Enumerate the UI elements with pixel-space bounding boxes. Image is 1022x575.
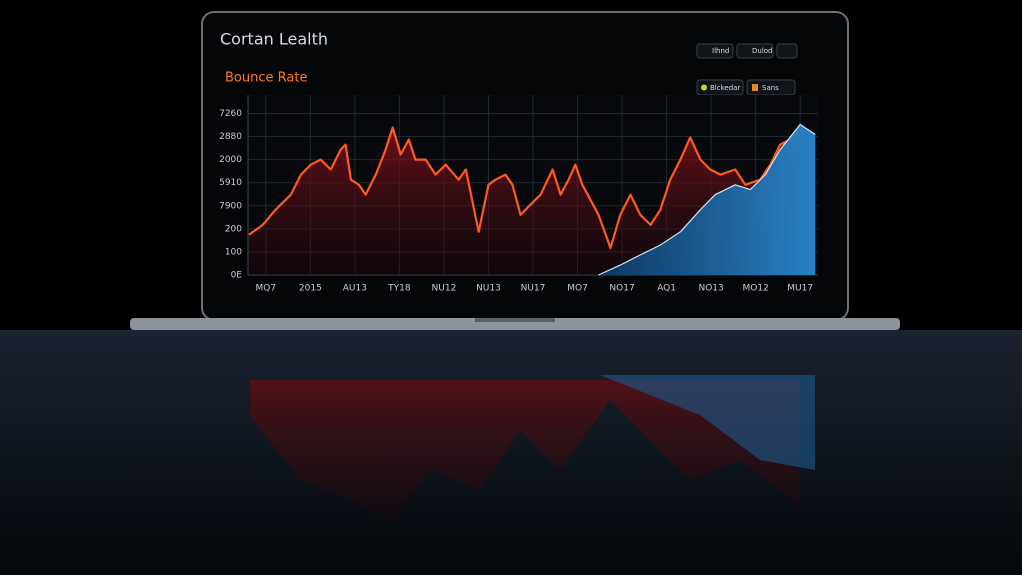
x-tick-label: NU13 bbox=[476, 284, 501, 294]
app-title: Cortan Lealth bbox=[220, 30, 328, 49]
menu-button[interactable] bbox=[776, 43, 798, 59]
reflection-blue bbox=[600, 375, 815, 470]
x-tick-label: 2015 bbox=[299, 284, 322, 294]
y-tick-label: 2880 bbox=[219, 132, 242, 142]
x-tick-label: NU17 bbox=[521, 284, 546, 294]
y-tick-label: 2000 bbox=[219, 155, 242, 165]
series-line bbox=[248, 126, 801, 250]
series-area bbox=[248, 127, 801, 275]
toolbar-button-label[interactable]: Ilhnd bbox=[712, 47, 729, 55]
series-area bbox=[598, 124, 816, 275]
y-tick-label: 5910 bbox=[219, 178, 242, 188]
desk-reflection bbox=[0, 330, 1022, 575]
y-tick-label: 7900 bbox=[219, 201, 242, 211]
reflection-glow bbox=[250, 380, 800, 520]
toolbar-button[interactable] bbox=[696, 43, 734, 59]
laptop-notch bbox=[475, 318, 555, 322]
y-tick-label: 7260 bbox=[219, 109, 242, 119]
x-tick-label: AU13 bbox=[343, 284, 367, 294]
toolbar-button[interactable] bbox=[736, 43, 774, 59]
y-tick-label: 0E bbox=[231, 271, 243, 281]
y-tick-label: 100 bbox=[225, 247, 242, 257]
chart-title: Bounce Rate bbox=[225, 71, 307, 86]
x-tick-label: NU12 bbox=[432, 284, 457, 294]
x-tick-label: MO12 bbox=[743, 284, 769, 294]
x-tick-label: NO13 bbox=[698, 284, 723, 294]
laptop-base bbox=[130, 318, 900, 330]
control-icon bbox=[701, 84, 707, 91]
y-tick-label: 200 bbox=[225, 224, 242, 234]
toolbar: Ilhnd Dulod Blckedar Sans bbox=[696, 43, 798, 96]
x-tick-label: TY18 bbox=[387, 284, 411, 294]
plot: 0E 100 200 7900 5910 2000 2880 7260 MQ7 2015 AU13 T… bbox=[219, 95, 818, 294]
x-tick-label: NO17 bbox=[609, 284, 634, 294]
dropdown-label[interactable]: Sans bbox=[762, 84, 779, 92]
x-tick-label: MO7 bbox=[567, 284, 588, 294]
dropdown-icon bbox=[752, 84, 758, 91]
toolbar-button-label[interactable]: Dulod bbox=[752, 47, 773, 55]
x-tick-label: MQ7 bbox=[256, 284, 277, 294]
x-tick-label: AQ1 bbox=[657, 284, 676, 294]
series-line bbox=[598, 123, 816, 276]
control-label[interactable]: Blckedar bbox=[710, 84, 740, 92]
x-tick-label: MU17 bbox=[787, 284, 813, 294]
